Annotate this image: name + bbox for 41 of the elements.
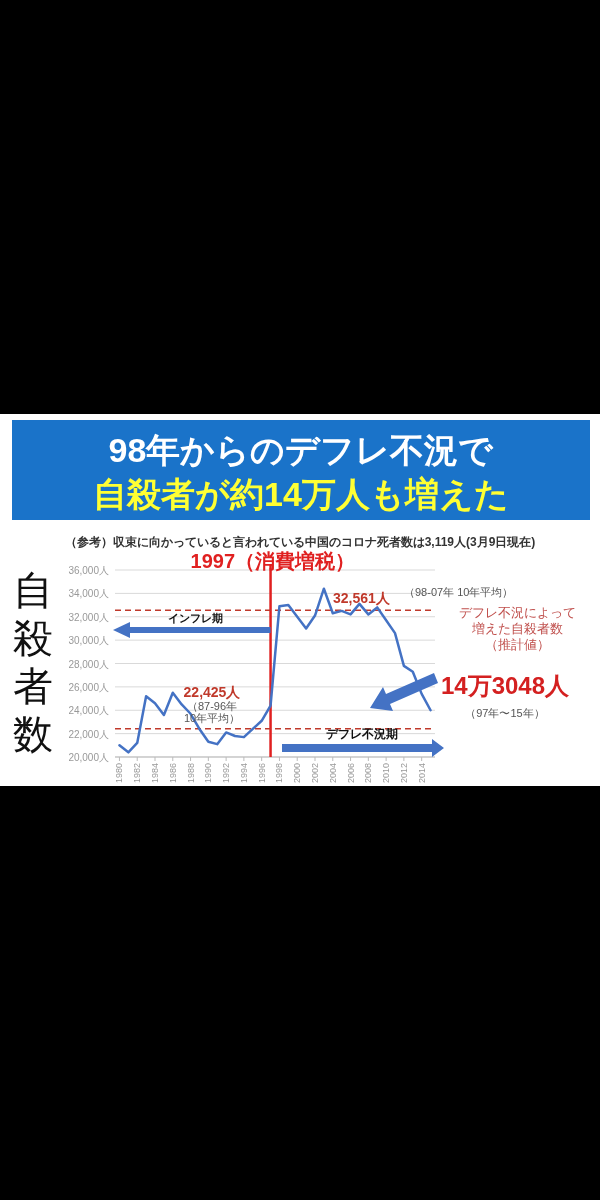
x-tick-label: 1996 [256, 763, 267, 784]
ref-line-label: 1997（消費増税） [190, 550, 356, 572]
y-tick-label: 34,000人 [68, 588, 109, 600]
chart-title: 98年からのデフレ不況で自殺者が約14万人も増えた [93, 431, 509, 513]
text: （推計値） [484, 637, 550, 652]
x-tick-label: 1980 [114, 763, 125, 784]
chart-subtitle: （参考）収束に向かっていると言われている中国のコロナ死者数は3,119人(3月9日現在) [64, 535, 536, 549]
x-tick-label: 1988 [185, 763, 196, 784]
x-tick-label: 1984 [150, 763, 160, 784]
y-tick-label: 24,000人 [68, 705, 109, 717]
annotation: インフレ期 [167, 612, 223, 624]
x-tick-label: 2002 [310, 763, 320, 784]
y-tick-label: 28,000人 [68, 658, 109, 670]
x-tick-label: 2012 [398, 763, 409, 784]
x-tick-label: 2008 [363, 763, 374, 784]
y-tick-label: 22,000人 [68, 728, 109, 740]
annotation: デフレ不況期 [326, 727, 398, 741]
text: 14万3048人 [440, 672, 571, 699]
annotation: （98-07年 10年平均） [404, 586, 514, 598]
y-tick-label: 30,000人 [68, 635, 109, 647]
x-tick-label: 2010 [381, 763, 392, 784]
text: 増えた自殺者数 [470, 621, 563, 636]
x-tick-label: 1986 [167, 763, 178, 784]
y-tick-label: 20,000人 [68, 752, 109, 763]
x-tick-label: 2000 [292, 763, 303, 784]
y-axis-title: 自殺者数 [13, 567, 53, 757]
x-tick-label: 1982 [132, 763, 143, 784]
text: （97年〜15年） [465, 707, 545, 719]
x-tick-label: 1994 [238, 763, 249, 784]
x-tick-label: 1992 [221, 763, 232, 784]
x-tick-label: 2014 [416, 763, 427, 784]
x-tick-label: 2004 [327, 763, 338, 784]
y-tick-label: 26,000人 [68, 681, 109, 693]
x-tick-label: 1990 [203, 763, 214, 784]
y-tick-label: 32,000人 [68, 611, 109, 623]
ref-line-label: 32,561人 [333, 590, 391, 607]
x-tick-label: 1998 [274, 763, 285, 784]
y-tick-label: 36,000人 [68, 565, 109, 576]
text: デフレ不況によって [458, 605, 576, 620]
ref-line-label: 22,425人 [183, 684, 242, 700]
x-tick-label: 2006 [345, 763, 356, 784]
